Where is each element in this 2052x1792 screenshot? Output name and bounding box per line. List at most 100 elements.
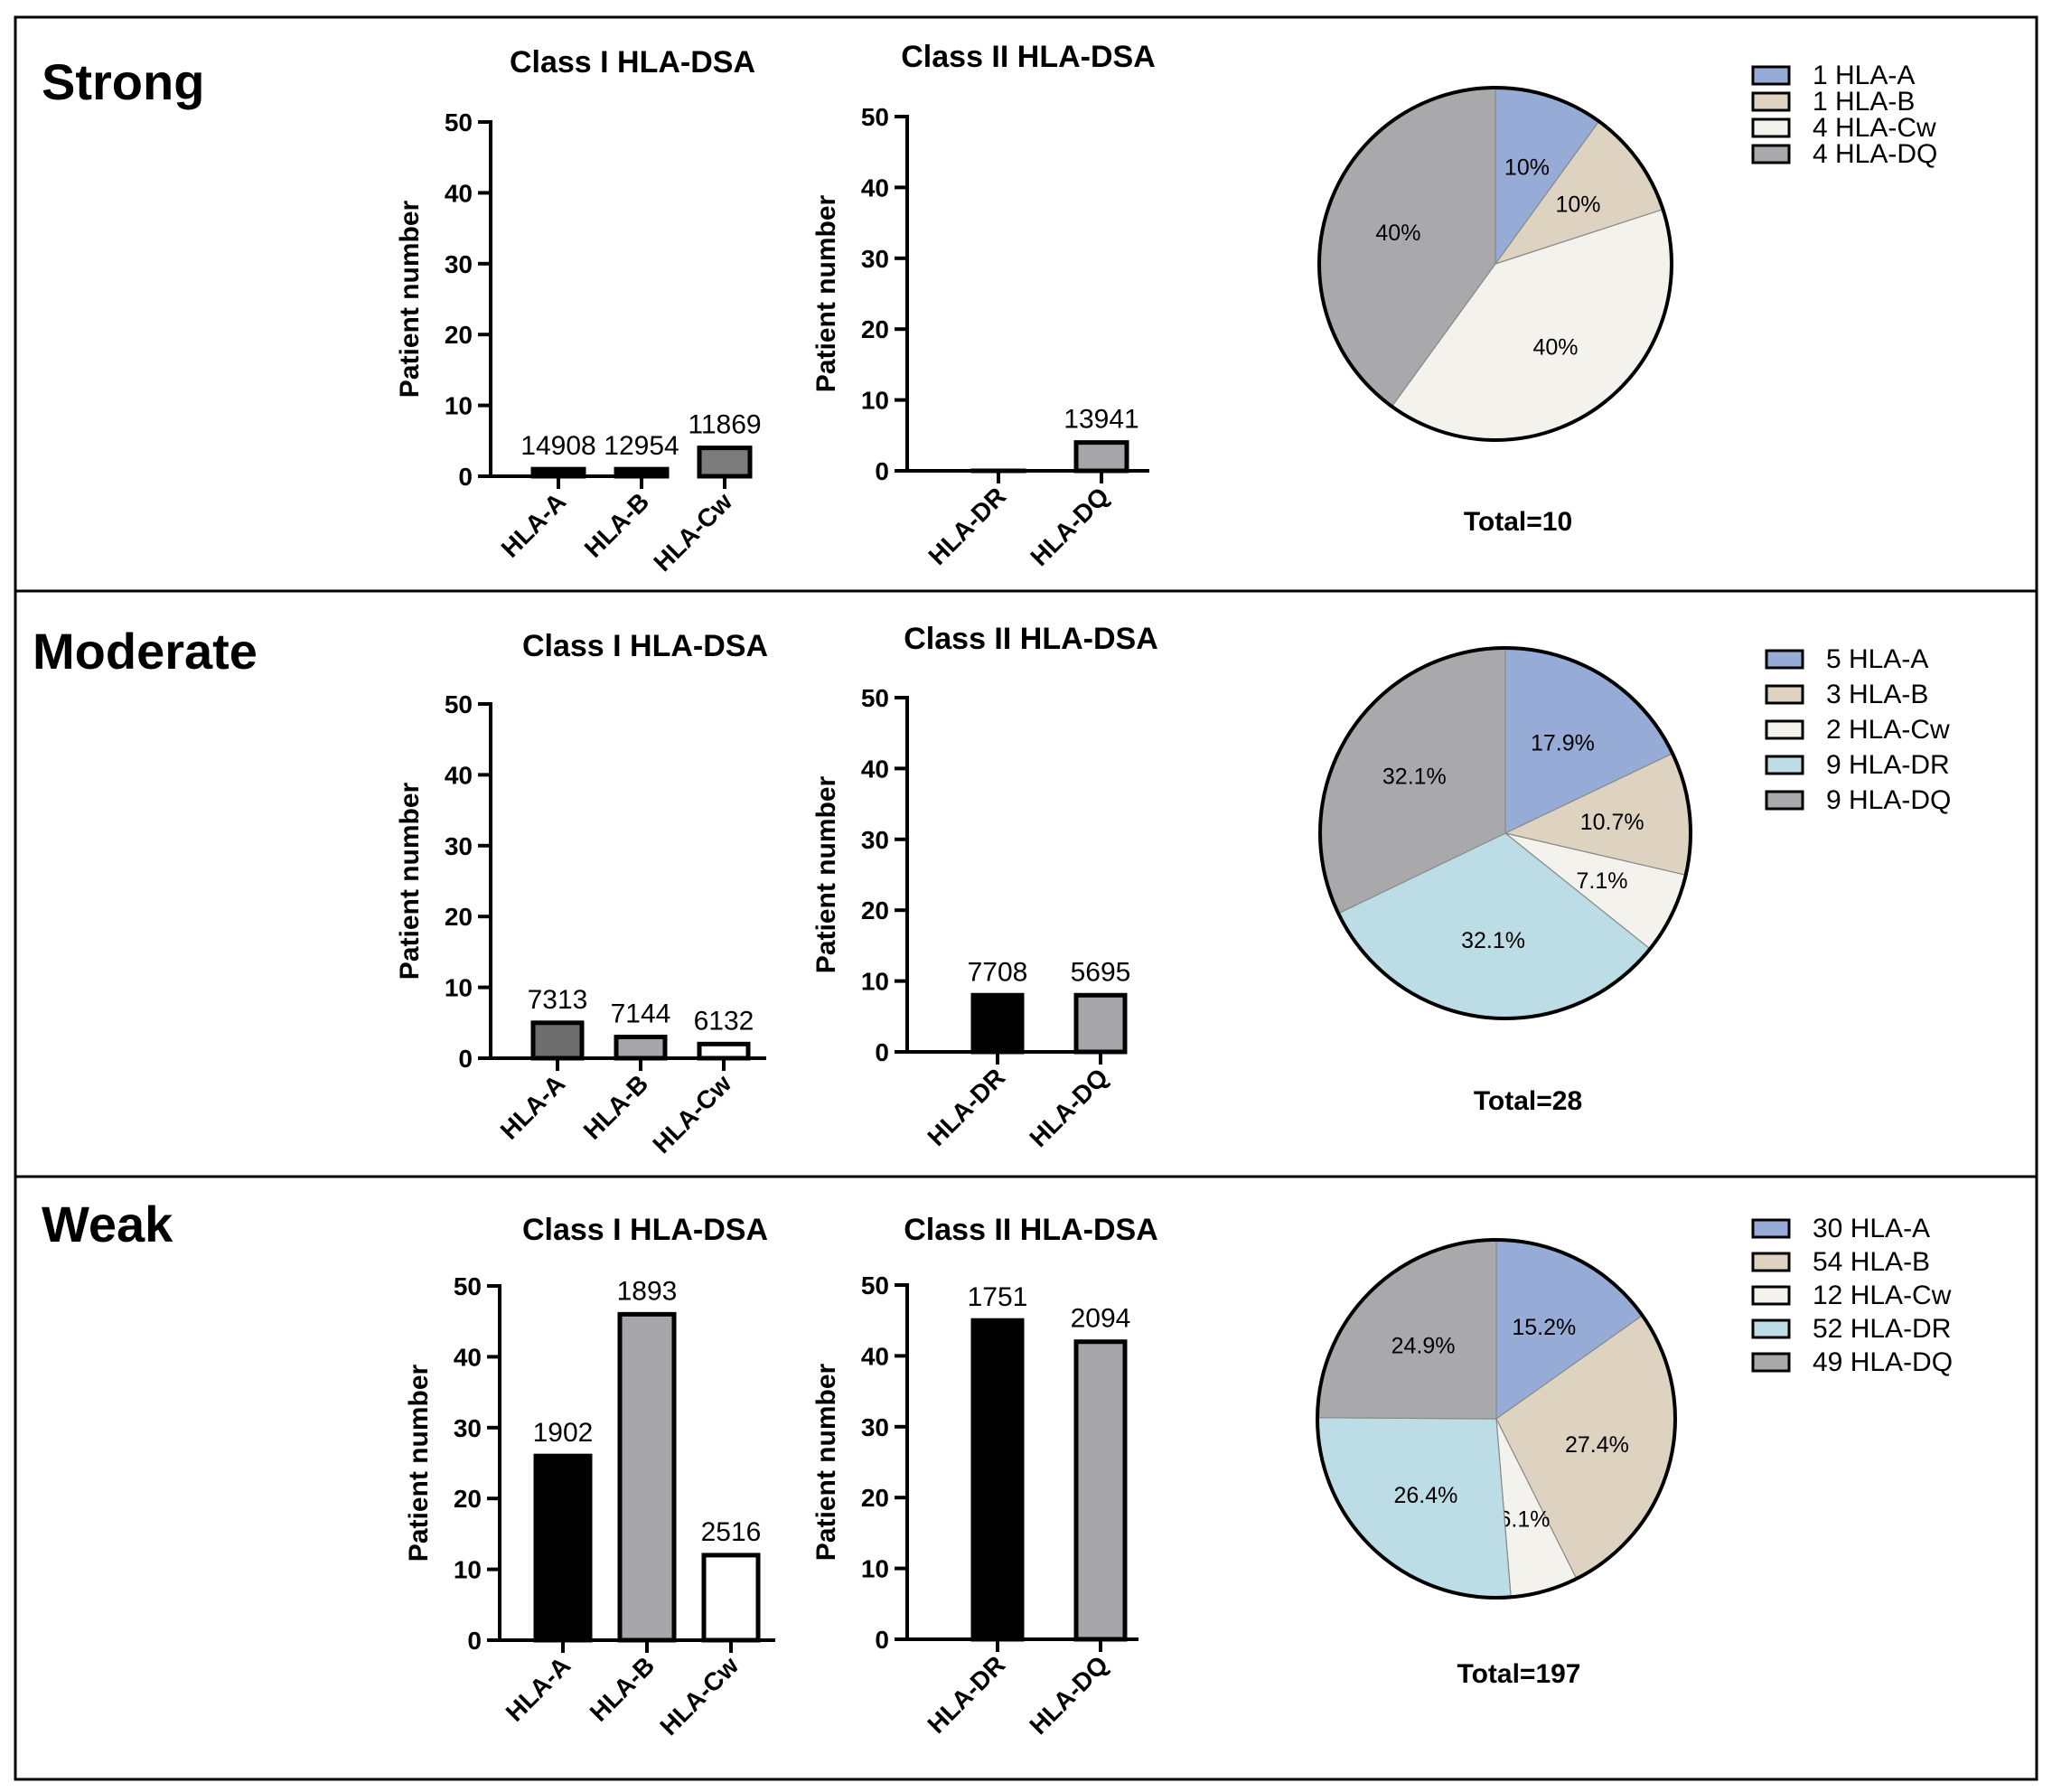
- y-tick-label: 20: [445, 321, 473, 349]
- bar-data-label: 7313: [528, 985, 588, 1015]
- x-tick-label: HLA-Cw: [647, 1069, 736, 1159]
- legend-entry: 5 HLA-A: [1826, 644, 1928, 674]
- bar-chart-class-ii: Class II HLA-DSA 0 10 20 30 40 50 Patient numbe…: [811, 1213, 1158, 1740]
- legend-entry: 9 HLA-DR: [1826, 750, 1950, 780]
- pie-slice-label: 10%: [1555, 192, 1600, 218]
- pie-slice-label: 26.4%: [1393, 1483, 1457, 1508]
- pie-slice-label: 6.1%: [1499, 1507, 1551, 1533]
- x-tick-label: HLA-B: [579, 487, 655, 563]
- y-tick-label: 40: [861, 174, 889, 202]
- y-tick-label: 10: [454, 1556, 482, 1584]
- bar-data-label: 5695: [1071, 957, 1131, 987]
- pie-outline: [1317, 86, 1673, 442]
- bar-hla-dr: [970, 992, 1025, 1055]
- legend-entry: 54 HLA-B: [1813, 1247, 1930, 1277]
- x-tick-label: HLA-A: [496, 487, 572, 563]
- legend-entry: 52 HLA-DR: [1813, 1314, 1951, 1344]
- y-tick-label: 20: [861, 315, 889, 343]
- bar-chart-class-ii: Class II HLA-DSA 0 10 20 30 40 50 Patient numbe…: [811, 40, 1156, 571]
- pie-total-label: Total=10: [1464, 507, 1572, 537]
- legend-entry: 2 HLA-Cw: [1826, 715, 1950, 745]
- bar-hla-a: [533, 1453, 593, 1643]
- bar-data-label: 7708: [968, 957, 1028, 987]
- legend-entry: 3 HLA-B: [1826, 680, 1928, 709]
- bar-data-label: 14908: [520, 431, 595, 461]
- x-tick-label: HLA-DR: [922, 1063, 1010, 1151]
- bar-data-label: 13941: [1063, 405, 1138, 435]
- y-tick-label: 0: [458, 463, 473, 491]
- y-axis-label: Patient number: [811, 1363, 841, 1561]
- chart-title: Class I HLA-DSA: [522, 1213, 768, 1247]
- bar-chart-class-ii: Class II HLA-DSA 0 10 20 30 40 50 Patient numbe…: [811, 622, 1158, 1152]
- y-tick-label: 40: [454, 1343, 482, 1371]
- x-tick-label: HLA-DR: [922, 1650, 1010, 1739]
- y-tick-label: 30: [454, 1414, 482, 1442]
- bar-hla-b: [614, 466, 670, 479]
- pie-slice-label: 40%: [1375, 220, 1420, 246]
- y-axis-label: Patient number: [395, 782, 425, 980]
- legend-entry: 1 HLA-B: [1813, 87, 1915, 117]
- bar-hla-a: [530, 1020, 585, 1061]
- y-tick-label: 50: [861, 684, 889, 712]
- y-tick-label: 0: [875, 1038, 889, 1066]
- pie-slice-4: [1316, 1239, 1497, 1420]
- legend-swatch: [1765, 649, 1804, 670]
- bar-hla-cw: [697, 1041, 751, 1061]
- bar-data-label: 1893: [617, 1276, 678, 1306]
- y-tick-label: 50: [445, 690, 473, 718]
- bar-chart-class-i: Class I HLA-DSA 0 10 20 30 40 50 Patient number…: [404, 1213, 775, 1740]
- pie-slice-label: 32.1%: [1382, 765, 1447, 790]
- y-tick-label: 10: [861, 1555, 889, 1583]
- pie-chart: 15.2% 27.4% 6.1% 26.4% 24.9% Total=197 30 HLA-…: [1316, 1214, 1953, 1689]
- y-tick-label: 20: [445, 903, 473, 931]
- bar-chart-class-i: Class I HLA-DSA 0 10 20 30 40 50 Patient number…: [395, 45, 762, 577]
- pie-slice-label: 24.9%: [1391, 1334, 1456, 1359]
- y-tick-label: 50: [861, 1271, 889, 1299]
- bar-data-label: 1751: [968, 1282, 1028, 1312]
- legend-swatch: [1765, 790, 1804, 811]
- pie-total-label: Total=197: [1457, 1659, 1580, 1689]
- legend-swatch: [1765, 684, 1804, 705]
- y-tick-label: 40: [861, 1342, 889, 1370]
- y-axis-label: Patient number: [811, 775, 841, 973]
- bar-chart-class-i: Class I HLA-DSA 0 10 20 30 40 50 Patient number…: [395, 629, 768, 1159]
- bar-data-label: 1902: [533, 1418, 594, 1448]
- legend-swatch: [1751, 144, 1791, 164]
- legend-swatch: [1765, 755, 1804, 775]
- x-tick-label: HLA-DR: [923, 482, 1011, 570]
- y-tick-label: 30: [445, 250, 473, 278]
- x-tick-label: HLA-DQ: [1024, 1650, 1113, 1740]
- y-tick-label: 10: [445, 392, 473, 420]
- y-tick-label: 0: [875, 457, 889, 485]
- chart-title: Class I HLA-DSA: [510, 45, 755, 80]
- y-tick-label: 50: [861, 103, 889, 131]
- y-tick-label: 10: [861, 387, 889, 415]
- x-tick-label: HLA-B: [585, 1651, 661, 1727]
- x-tick-label: HLA-A: [495, 1069, 571, 1145]
- pie-slice-label: 10.7%: [1580, 810, 1644, 835]
- section-strong: Strong Class I HLA-DSA 0 10 20 30 40 50 Patient …: [42, 40, 1937, 577]
- legend-swatch: [1751, 1318, 1791, 1339]
- section-label: Strong: [42, 53, 204, 110]
- bar-data-label: 2094: [1071, 1304, 1131, 1334]
- pie-outline: [1316, 1238, 1677, 1600]
- bar-data-label: 6132: [694, 1006, 754, 1036]
- bar-data-label: 2516: [701, 1517, 762, 1547]
- pie-outline: [1318, 646, 1692, 1020]
- y-tick-label: 50: [454, 1272, 482, 1300]
- y-tick-label: 0: [875, 1626, 889, 1654]
- bar-data-label: 12954: [604, 431, 679, 461]
- legend-swatch: [1751, 1218, 1791, 1239]
- pie-slice-label: 7.1%: [1577, 868, 1628, 894]
- y-tick-label: 50: [445, 108, 473, 136]
- legend-entry: 30 HLA-A: [1813, 1214, 1930, 1243]
- chart-title: Class II HLA-DSA: [904, 622, 1158, 656]
- pie-slice-label: 17.9%: [1531, 730, 1595, 755]
- section-label: Moderate: [33, 623, 258, 680]
- legend-entry: 1 HLA-A: [1813, 61, 1915, 90]
- bar-hla-b: [614, 1034, 668, 1061]
- pie-legend: 1 HLA-A1 HLA-B4 HLA-Cw4 HLA-DQ: [1751, 61, 1937, 169]
- legend-swatch: [1751, 91, 1791, 112]
